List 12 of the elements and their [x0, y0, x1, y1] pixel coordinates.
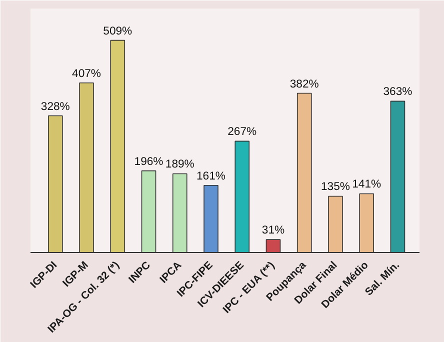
data-label: 161% — [196, 170, 226, 182]
data-label: 509% — [103, 25, 132, 38]
data-label: 31% — [262, 224, 285, 237]
data-label: 267% — [228, 126, 257, 138]
data-label: 135% — [320, 181, 350, 194]
data-label: 328% — [40, 100, 70, 113]
data-label: 382% — [290, 78, 319, 90]
data-label: 196% — [134, 156, 164, 168]
data-label: 141% — [352, 178, 382, 191]
data-label: 189% — [165, 158, 194, 171]
data-label: 363% — [383, 86, 412, 98]
data-label: 407% — [72, 68, 102, 80]
